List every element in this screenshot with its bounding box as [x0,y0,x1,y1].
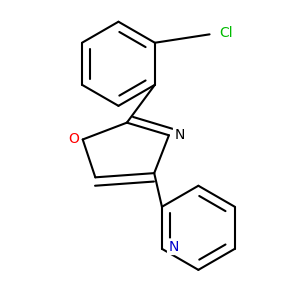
Text: Cl: Cl [220,26,233,40]
Text: N: N [174,128,184,142]
Text: N: N [168,240,179,254]
Text: O: O [68,133,79,146]
